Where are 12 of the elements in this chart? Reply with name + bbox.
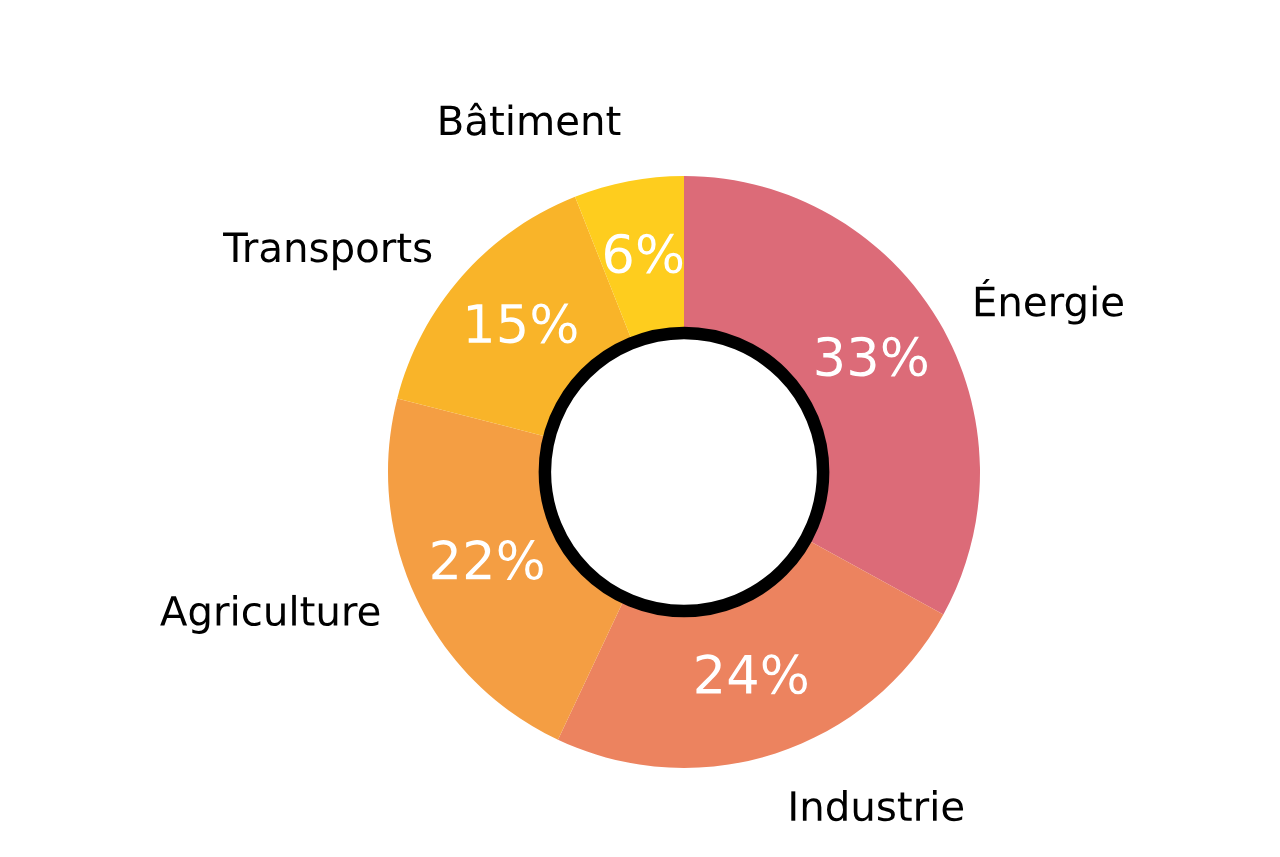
- donut-slice: [388, 398, 625, 740]
- data-label: 33%: [816, 336, 927, 377]
- data-label: 6%: [605, 233, 683, 274]
- slice-label: Énergie: [975, 278, 1123, 325]
- slice-label: Industrie: [791, 790, 964, 822]
- slice-label: Bâtiment: [440, 102, 621, 136]
- data-label: 22%: [432, 540, 543, 580]
- slice-label: Transports: [223, 232, 432, 271]
- data-label: 24%: [696, 654, 807, 695]
- data-label: 15%: [467, 303, 577, 344]
- slice-label: Agriculture: [160, 594, 380, 634]
- donut-slice: [557, 539, 944, 768]
